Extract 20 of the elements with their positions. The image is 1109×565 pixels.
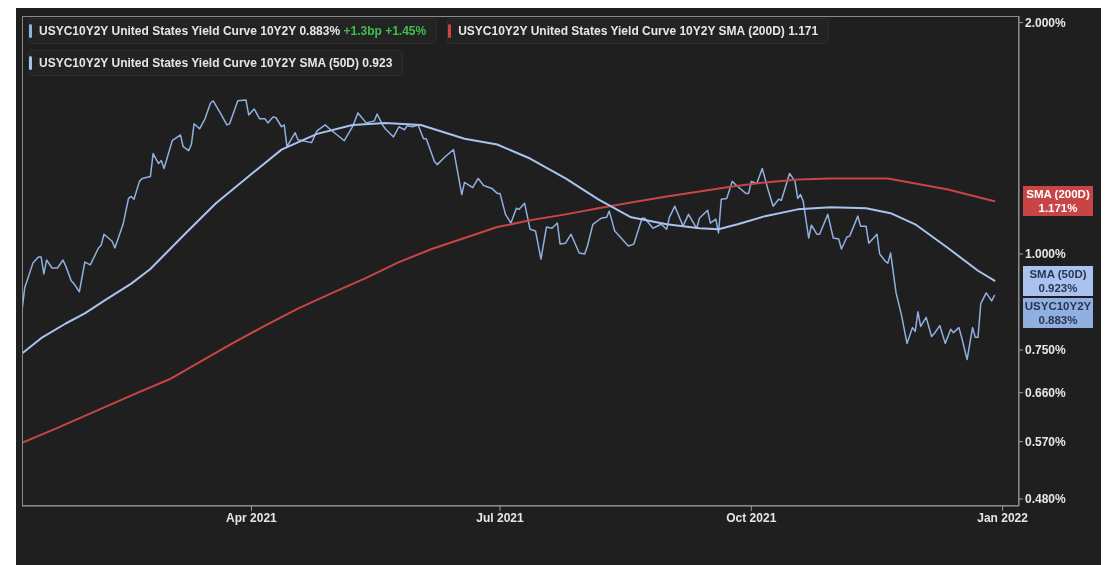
text: 0.883%	[1037, 312, 1079, 327]
text: USYC10Y2Y United States Yield Curve 10Y2Y SMA (200D) 1.171	[458, 24, 819, 38]
y-tick-label: 0.750%	[1025, 343, 1067, 358]
text: USYC10Y2Y United States Yield Curve 10Y2Y SMA (50D) 0.923	[39, 56, 393, 70]
y-tick-label: 1.000%	[1025, 247, 1067, 262]
text: USYC10Y2Y	[1023, 298, 1093, 313]
x-tick-label: Apr 2021	[226, 510, 278, 525]
text: SMA (200D)	[1025, 187, 1091, 202]
text: USYC10Y2Y United States Yield Curve 10Y2Y 0.883% +1.3bp +1.45%	[39, 24, 427, 38]
x-tick-label: Jan 2022	[977, 510, 1029, 525]
text: SMA (50D)	[1028, 266, 1088, 281]
text: 1.171%	[1037, 201, 1079, 216]
x-tick-label: Oct 2021	[726, 510, 777, 525]
y-tick-label: 0.570%	[1025, 434, 1067, 449]
y-tick-label: 0.480%	[1025, 492, 1067, 507]
y-tick-label: 2.000%	[1025, 15, 1067, 30]
x-tick-label: Jul 2021	[476, 510, 525, 525]
y-tick-label: 0.660%	[1025, 385, 1067, 400]
line-series	[22, 177, 996, 444]
text: 0.923%	[1037, 280, 1079, 295]
